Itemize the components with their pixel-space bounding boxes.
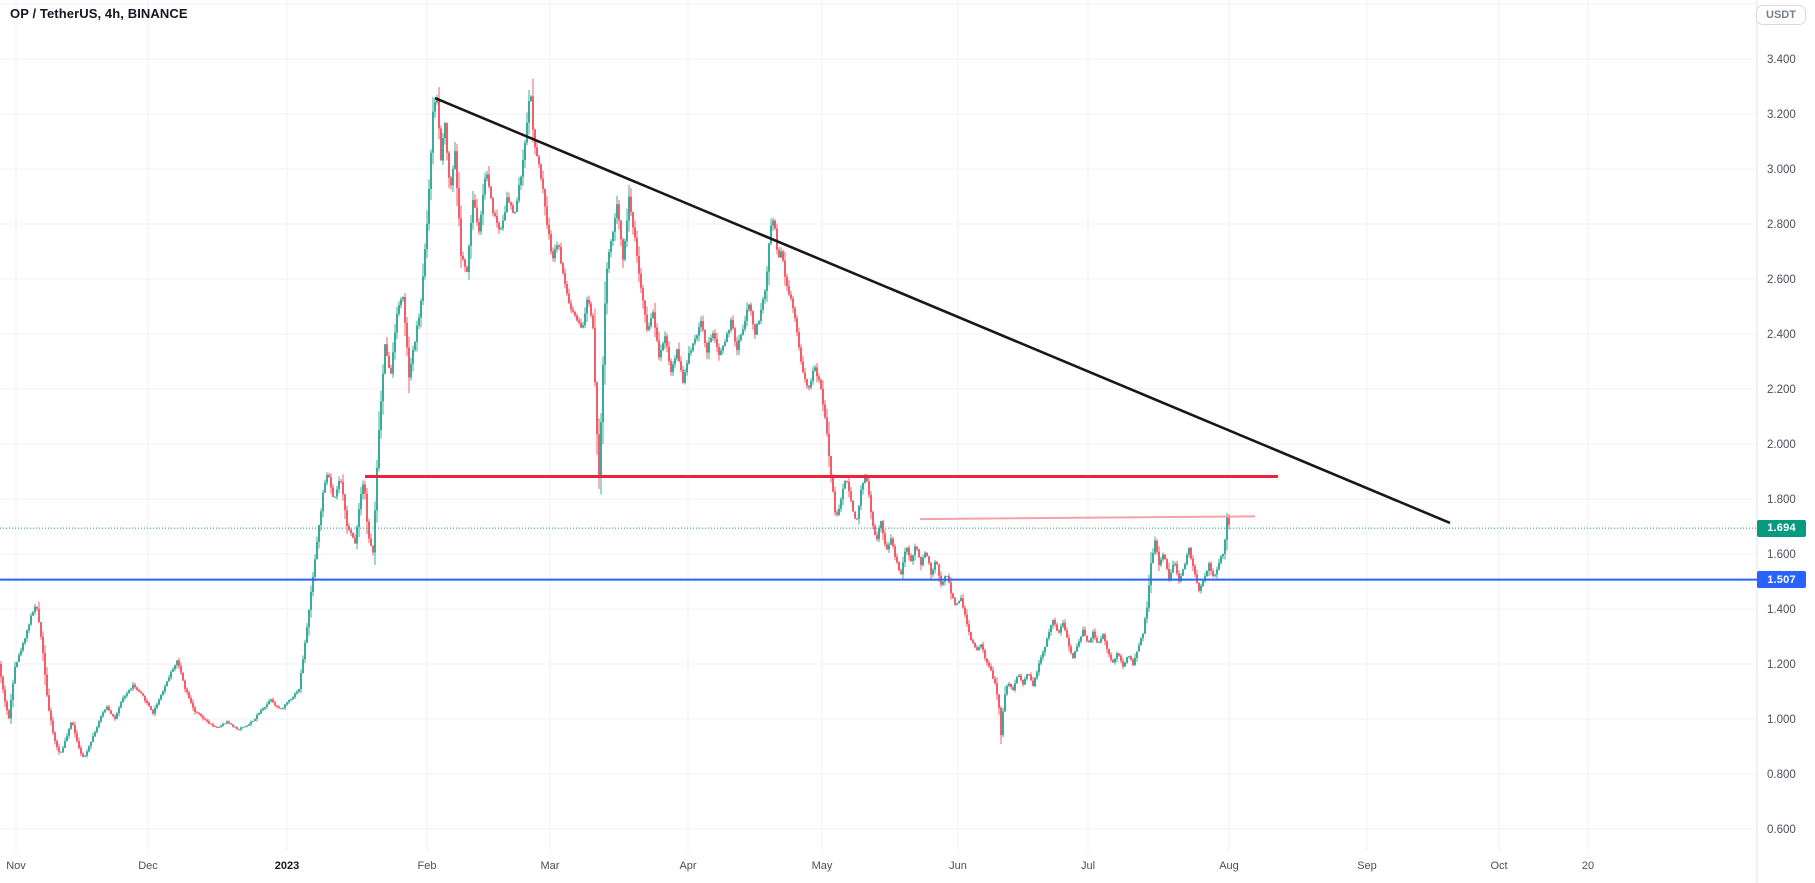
svg-text:2.400: 2.400 (1767, 329, 1796, 341)
svg-text:1.600: 1.600 (1767, 549, 1796, 561)
support-price-value: 1.507 (1767, 573, 1796, 586)
minor-resistance-line[interactable] (919, 515, 1256, 521)
descending-trendline[interactable] (434, 96, 1451, 525)
svg-text:Mar: Mar (541, 860, 560, 872)
svg-text:Aug: Aug (1219, 860, 1239, 872)
svg-text:2.200: 2.200 (1767, 384, 1796, 396)
svg-text:3.000: 3.000 (1767, 164, 1796, 176)
grid-layer (0, 0, 1758, 883)
svg-text:Oct: Oct (1490, 860, 1507, 872)
svg-text:May: May (812, 860, 833, 872)
svg-text:20: 20 (1582, 860, 1594, 872)
svg-text:0.800: 0.800 (1767, 769, 1796, 781)
svg-text:2023: 2023 (275, 860, 299, 872)
currency-badge[interactable]: USDT (1756, 5, 1806, 25)
current-price-value: 1.694 (1767, 522, 1796, 535)
svg-text:0.600: 0.600 (1767, 824, 1796, 836)
time-axis[interactable]: Nov Dec 2023 Feb Mar Apr May Jun Jul Aug Sep Oct 20 (6, 860, 1594, 872)
candles-layer (0, 78, 1230, 758)
svg-text:2.000: 2.000 (1767, 439, 1796, 451)
svg-text:Dec: Dec (138, 860, 158, 872)
svg-text:1.400: 1.400 (1767, 604, 1796, 616)
svg-text:Nov: Nov (6, 860, 26, 872)
svg-text:Jun: Jun (949, 860, 967, 872)
symbol-title[interactable]: OP / TetherUS, 4h, BINANCE (10, 6, 188, 21)
svg-text:1.200: 1.200 (1767, 659, 1796, 671)
svg-text:2.800: 2.800 (1767, 219, 1796, 231)
svg-text:3.200: 3.200 (1767, 109, 1796, 121)
svg-text:Feb: Feb (418, 860, 437, 872)
svg-text:1.000: 1.000 (1767, 714, 1796, 726)
current-price-badge: 1.694 (1757, 519, 1806, 537)
svg-text:Apr: Apr (679, 860, 696, 872)
support-price-badge: 1.507 (1757, 571, 1806, 589)
svg-text:Sep: Sep (1357, 860, 1377, 872)
svg-text:1.800: 1.800 (1767, 494, 1796, 506)
svg-text:2.600: 2.600 (1767, 274, 1796, 286)
svg-text:Jul: Jul (1081, 860, 1095, 872)
svg-text:3.400: 3.400 (1767, 54, 1796, 66)
price-axis[interactable]: 3.400 3.200 3.000 2.800 2.600 2.400 2.200 2.000… (1767, 54, 1796, 836)
